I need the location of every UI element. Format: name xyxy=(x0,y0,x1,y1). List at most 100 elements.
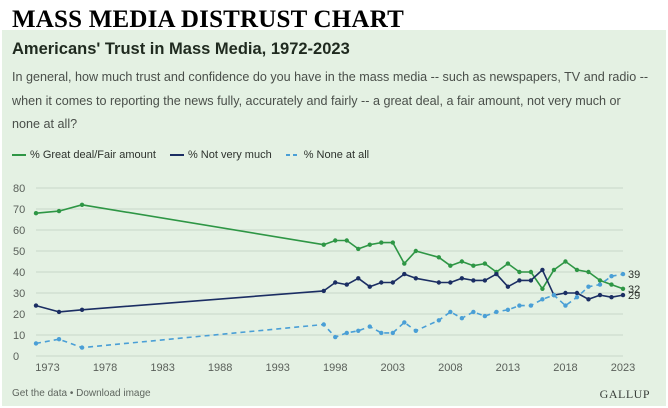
y-tick-label: 70 xyxy=(13,204,25,216)
data-point xyxy=(528,278,534,283)
data-point xyxy=(436,280,442,285)
page-banner-title: MASS MEDIA DISTRUST CHART xyxy=(12,6,404,33)
data-point xyxy=(471,309,476,315)
x-tick-label: 1988 xyxy=(208,362,232,374)
data-point xyxy=(333,238,338,243)
data-point xyxy=(367,284,372,289)
data-point xyxy=(436,318,442,323)
end-value-label: 29 xyxy=(628,290,640,302)
data-point xyxy=(33,211,39,216)
footer-links[interactable]: Get the data • Download image xyxy=(12,388,151,399)
data-point xyxy=(505,307,511,312)
data-point xyxy=(620,292,626,298)
x-tick-label: 1973 xyxy=(35,362,59,374)
data-point xyxy=(597,282,603,287)
data-point xyxy=(379,240,384,245)
data-point xyxy=(390,330,396,336)
x-tick-label: 2013 xyxy=(496,362,520,374)
data-point xyxy=(402,271,407,277)
gallup-logo: GALLUP xyxy=(599,387,650,401)
x-tick-label: 2008 xyxy=(438,362,462,374)
data-point xyxy=(597,292,603,298)
data-point xyxy=(367,324,372,329)
data-point xyxy=(540,297,545,302)
legend-item-none[interactable]: % None at all xyxy=(285,149,370,161)
data-point xyxy=(574,267,580,273)
data-point xyxy=(33,303,39,308)
data-point xyxy=(494,309,499,315)
data-point xyxy=(620,286,626,291)
data-point xyxy=(379,330,384,336)
data-point xyxy=(574,290,580,296)
data-point xyxy=(344,282,349,287)
series-line xyxy=(35,269,624,313)
data-point xyxy=(609,295,614,300)
data-point xyxy=(563,259,568,264)
chart-card xyxy=(2,30,666,406)
data-point xyxy=(482,278,488,283)
data-point xyxy=(413,328,419,333)
data-point xyxy=(609,274,614,279)
y-tick-label: 50 xyxy=(13,246,25,258)
data-point xyxy=(448,309,453,315)
x-tick-label: 1993 xyxy=(265,362,289,374)
y-tick-label: 0 xyxy=(13,351,19,363)
data-point xyxy=(333,334,338,340)
data-point xyxy=(56,208,62,214)
data-point xyxy=(413,276,419,281)
legend-label-none: % None at all xyxy=(303,149,370,161)
data-point xyxy=(505,284,511,289)
legend-label-not-very: % Not very much xyxy=(187,149,272,161)
data-point xyxy=(79,202,85,207)
data-point xyxy=(528,269,534,275)
data-point xyxy=(540,286,545,291)
data-point xyxy=(344,238,349,243)
data-point xyxy=(356,328,361,333)
data-point xyxy=(597,278,603,283)
data-point xyxy=(620,271,626,277)
data-point xyxy=(344,330,349,336)
data-point xyxy=(482,313,488,319)
y-tick-label: 40 xyxy=(13,267,25,279)
data-point xyxy=(390,280,396,285)
x-tick-label: 1978 xyxy=(93,362,117,374)
data-point xyxy=(551,267,557,273)
data-point xyxy=(402,320,407,325)
data-point xyxy=(448,263,453,268)
data-point xyxy=(79,307,85,312)
legend-item-not-very[interactable]: % Not very much xyxy=(169,149,272,161)
data-point xyxy=(379,280,384,285)
data-point xyxy=(436,255,442,260)
x-tick-label: 2003 xyxy=(381,362,405,374)
data-point xyxy=(321,242,326,247)
y-tick-label: 80 xyxy=(13,183,25,195)
legend-item-great-fair[interactable]: % Great deal/Fair amount xyxy=(12,149,156,161)
data-point xyxy=(333,280,338,285)
data-point xyxy=(459,316,465,321)
data-point xyxy=(471,263,476,268)
data-point xyxy=(459,259,465,264)
chart-subtitle: In general, how much trust and confidenc… xyxy=(12,70,649,131)
legend-swatch-great-fair xyxy=(12,154,26,156)
y-tick-label: 20 xyxy=(13,309,25,321)
chart-legend: % Great deal/Fair amount % Not very much… xyxy=(12,149,369,161)
data-point xyxy=(413,248,419,254)
data-point xyxy=(56,309,62,315)
data-point xyxy=(482,261,488,266)
data-point xyxy=(367,242,372,247)
data-point xyxy=(586,269,591,275)
x-tick-label: 1998 xyxy=(323,362,347,374)
data-point xyxy=(356,246,361,252)
data-point xyxy=(563,303,568,308)
data-point xyxy=(586,297,591,302)
x-tick-label: 1983 xyxy=(150,362,174,374)
x-tick-label: 2023 xyxy=(611,362,635,374)
data-point xyxy=(586,284,591,289)
data-point xyxy=(574,295,580,300)
series-line xyxy=(35,273,624,349)
data-point xyxy=(609,282,614,287)
y-tick-label: 30 xyxy=(13,288,25,300)
data-point xyxy=(494,271,499,277)
end-value-label: 32 xyxy=(628,284,640,296)
